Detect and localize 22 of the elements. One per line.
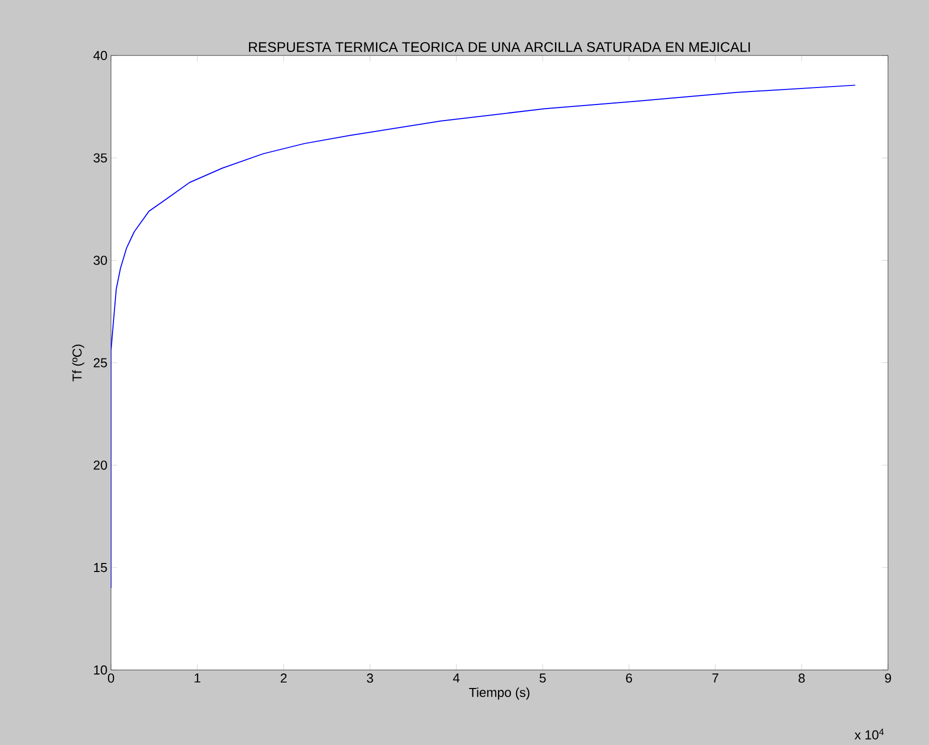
x-axis-title: Tiempo (s) (469, 688, 530, 700)
x-tick-label: 7 (712, 674, 718, 682)
x-tick-label: 1 (194, 674, 200, 682)
x-tick-label: 2 (280, 674, 287, 683)
x-tick-label: 0 (108, 674, 114, 683)
y-tick-label: 10 (94, 665, 107, 675)
x-tick-label: 6 (626, 674, 632, 683)
y-tick-label: 25 (94, 358, 107, 368)
y-tick-label: 15 (94, 563, 107, 572)
y-axis-title: Tf (ºC) (72, 344, 84, 382)
line-series (111, 84, 856, 589)
x-tick-label: 4 (453, 674, 460, 682)
x-tick-label: 5 (540, 674, 546, 683)
x-tick-label: 9 (885, 674, 891, 683)
chart-title: RESPUESTA TERMICA TEORICA DE UNA ARCILLA SATURADA EN MEJICALI (249, 42, 750, 52)
x-tick-label: 3 (366, 674, 374, 683)
text: x 10$^{4}$ (854, 728, 884, 740)
y-tick-label: 40 (93, 50, 107, 60)
y-tick-label: 20 (94, 460, 107, 470)
y-tick-label: 30 (94, 256, 107, 265)
x-tick-label: 8 (798, 674, 805, 683)
y-tick-label: 35 (94, 153, 107, 162)
